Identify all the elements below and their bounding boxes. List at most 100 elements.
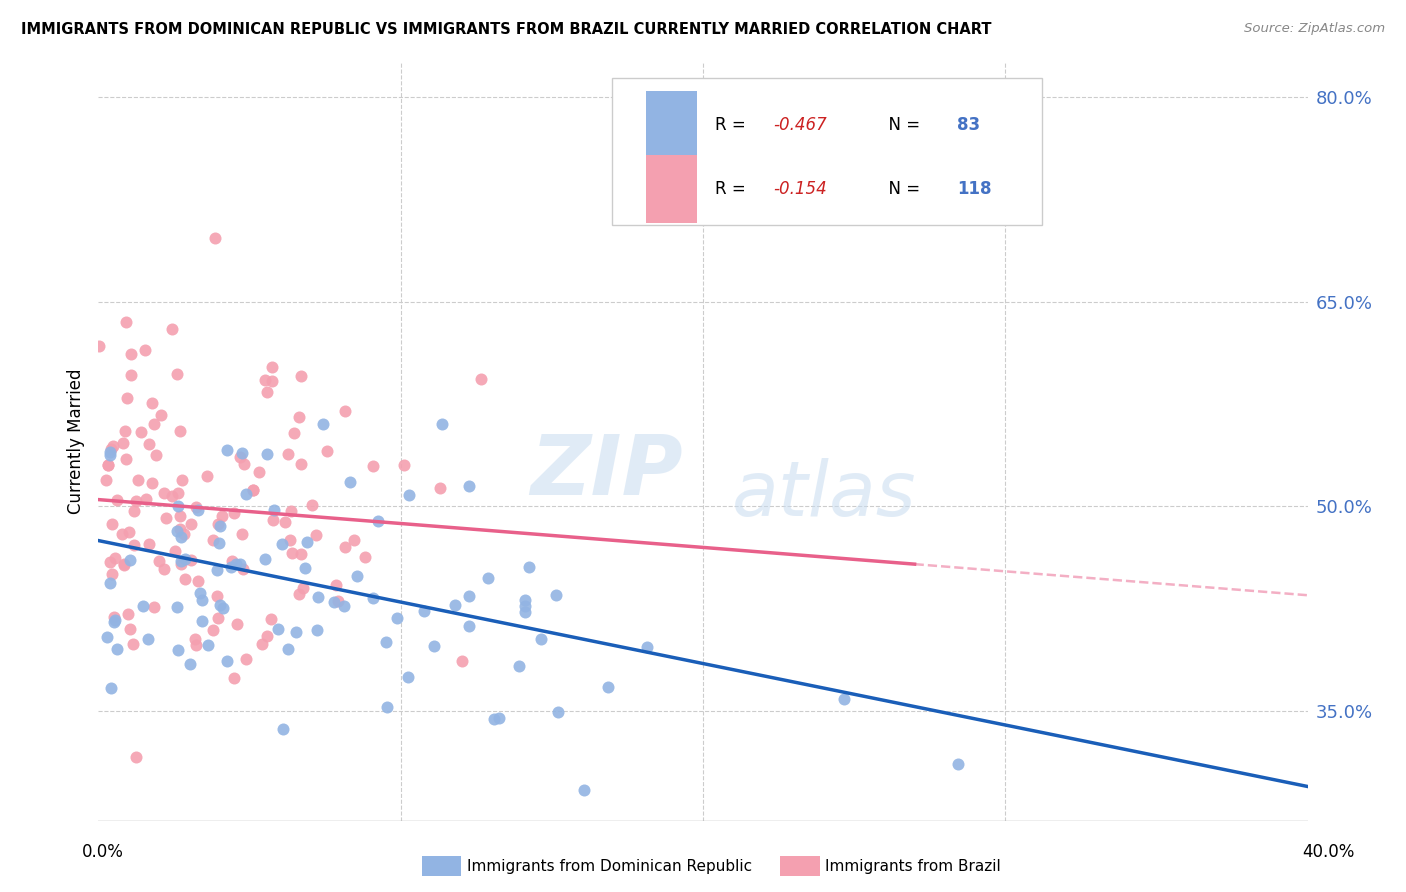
- Point: [226, 617, 249, 632]
- Point: [202, 623, 225, 637]
- Point: [96, 630, 118, 644]
- Point: [361, 458, 384, 473]
- Point: [174, 572, 197, 586]
- Point: [305, 528, 328, 542]
- Point: [229, 450, 252, 465]
- Point: [307, 590, 329, 604]
- Point: [141, 475, 163, 490]
- Point: [232, 562, 254, 576]
- Point: [98, 555, 121, 569]
- Point: [153, 562, 176, 576]
- Point: [104, 613, 127, 627]
- Point: [167, 642, 190, 657]
- Point: [477, 571, 499, 585]
- Point: [274, 515, 297, 529]
- Point: [145, 448, 167, 462]
- Point: [260, 359, 283, 374]
- Point: [101, 517, 124, 532]
- Point: [207, 517, 229, 532]
- Point: [396, 670, 419, 684]
- Point: [354, 549, 377, 564]
- Point: [166, 367, 188, 381]
- Point: [184, 500, 207, 515]
- Point: [290, 369, 312, 384]
- FancyBboxPatch shape: [613, 78, 1042, 226]
- Point: [148, 554, 170, 568]
- Point: [101, 440, 124, 454]
- Point: [412, 604, 434, 618]
- Point: [254, 373, 277, 387]
- Point: [283, 426, 305, 441]
- Point: [138, 437, 160, 451]
- Point: [167, 486, 190, 500]
- Point: [398, 488, 420, 502]
- Point: [254, 552, 277, 566]
- Point: [174, 552, 197, 566]
- Point: [114, 424, 136, 438]
- Point: [112, 558, 135, 572]
- Point: [429, 481, 451, 495]
- Point: [231, 527, 253, 541]
- Point: [301, 498, 323, 512]
- Point: [221, 560, 243, 574]
- Point: [179, 657, 201, 671]
- Point: [260, 612, 283, 626]
- Point: [136, 632, 159, 646]
- Point: [118, 524, 141, 539]
- Point: [141, 395, 163, 409]
- Point: [326, 594, 349, 608]
- Point: [153, 485, 176, 500]
- Point: [333, 599, 356, 614]
- Bar: [647, 91, 697, 159]
- Point: [256, 629, 278, 643]
- Point: [125, 494, 148, 508]
- Point: [134, 343, 156, 358]
- Point: [209, 598, 232, 612]
- Point: [315, 443, 337, 458]
- Point: [235, 652, 257, 666]
- Point: [343, 533, 366, 548]
- Point: [572, 782, 595, 797]
- Point: [260, 374, 283, 388]
- Point: [118, 553, 141, 567]
- Point: [111, 436, 134, 450]
- Point: [120, 347, 142, 361]
- Point: [166, 599, 188, 614]
- Point: [290, 547, 312, 561]
- Point: [124, 538, 146, 552]
- Point: [172, 473, 194, 487]
- Point: [235, 487, 257, 501]
- Point: [211, 509, 233, 524]
- Point: [100, 681, 122, 696]
- Text: 40.0%: 40.0%: [1302, 843, 1355, 861]
- Point: [103, 615, 125, 629]
- Point: [166, 524, 188, 538]
- Point: [190, 593, 212, 607]
- Point: [432, 417, 454, 432]
- Point: [191, 614, 214, 628]
- Point: [508, 659, 530, 673]
- Y-axis label: Currently Married: Currently Married: [66, 368, 84, 515]
- Point: [169, 522, 191, 536]
- Point: [367, 514, 389, 528]
- Point: [271, 536, 294, 550]
- Point: [277, 447, 299, 461]
- Point: [125, 750, 148, 764]
- Point: [187, 574, 209, 589]
- Point: [115, 315, 138, 329]
- Point: [233, 457, 256, 471]
- Point: [224, 506, 246, 520]
- Point: [132, 599, 155, 614]
- Text: 83: 83: [957, 116, 980, 134]
- Point: [212, 601, 235, 615]
- Point: [202, 533, 225, 548]
- Point: [346, 569, 368, 583]
- Point: [262, 513, 284, 527]
- Point: [143, 417, 166, 431]
- Point: [229, 558, 252, 572]
- Point: [948, 756, 970, 771]
- Text: Immigrants from Dominican Republic: Immigrants from Dominican Republic: [467, 859, 752, 873]
- Point: [97, 458, 120, 472]
- Point: [271, 722, 294, 736]
- Point: [163, 544, 186, 558]
